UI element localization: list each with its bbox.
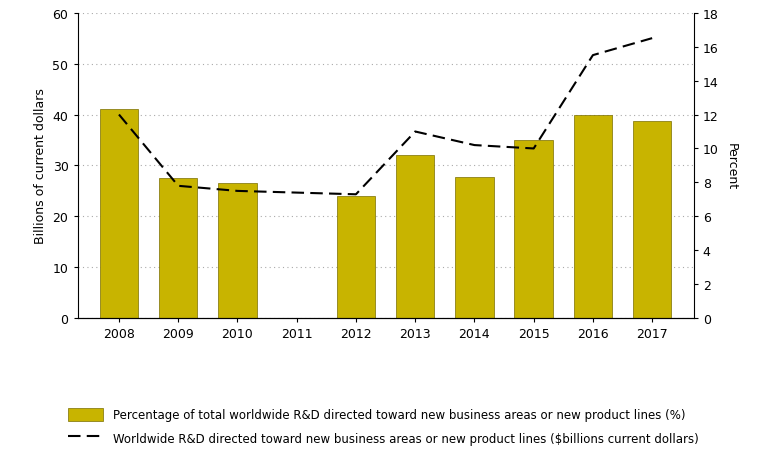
Bar (336, 197, 375, 318)
Legend: Percentage of total worldwide R&D directed toward new business areas or new prod: Percentage of total worldwide R&D direct… (68, 408, 698, 445)
Bar (455, 177, 494, 318)
Y-axis label: Percent: Percent (725, 142, 738, 190)
Bar (574, 115, 612, 318)
Bar (633, 121, 671, 318)
Bar (396, 156, 435, 318)
Bar (219, 184, 257, 318)
Y-axis label: Billions of current dollars: Billions of current dollars (34, 88, 47, 244)
Bar (100, 110, 138, 318)
Bar (159, 179, 198, 318)
Bar (515, 141, 553, 318)
